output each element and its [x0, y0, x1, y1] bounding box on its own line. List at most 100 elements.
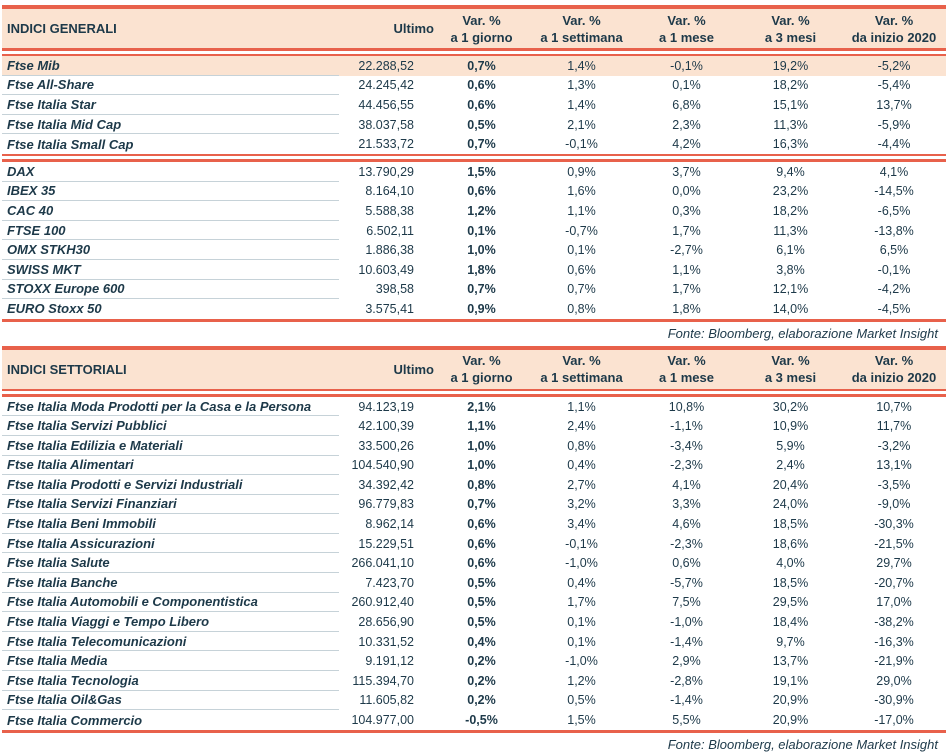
source-note: Fonte: Bloomberg, elaborazione Market In… [667, 325, 938, 341]
col-header-line: Var. % [562, 353, 601, 369]
col-header-line: da inizio 2020 [851, 29, 937, 45]
sector-indices-table: INDICI SETTORIALI Ultimo Var. % a 1 gior… [2, 345, 946, 753]
col-header-line: a 1 mese [659, 29, 714, 45]
var-ytd-value: 13,7% [876, 97, 912, 112]
var-1d-value: 0,9% [467, 301, 496, 316]
var-1w-value: 0,8% [567, 438, 596, 453]
var-3m-value: 13,7% [772, 654, 809, 669]
var-3m-value: 14,0% [772, 301, 809, 316]
index-name: Ftse Mib [2, 56, 339, 76]
var-3m-value: 20,9% [772, 693, 809, 708]
col-header-var-ytd: Var. % da inizio 2020 [842, 12, 946, 46]
var-1m-value: -1,1% [670, 419, 703, 434]
var-1w-value: 0,8% [567, 301, 596, 316]
index-name: FTSE 100 [2, 221, 339, 241]
col-header-line: a 1 settimana [540, 29, 623, 45]
var-ytd-value: -30,9% [874, 693, 914, 708]
var-1d-value: 1,0% [467, 438, 496, 453]
var-3m-value: 29,5% [772, 595, 809, 610]
var-1d-value: 0,7% [467, 58, 496, 73]
var-1w-value: 0,1% [567, 243, 596, 258]
var-ytd-value: -16,3% [874, 634, 914, 649]
var-ytd-value: -4,4% [877, 137, 911, 152]
index-name: SWISS MKT [2, 260, 339, 280]
index-name: Ftse Italia Servizi Finanziari [2, 495, 339, 515]
var-3m-value: 20,9% [772, 713, 809, 728]
var-1w-value: -1,0% [565, 556, 598, 571]
var-1d-value: 0,7% [467, 137, 496, 152]
ultimo-value: 266.041,10 [351, 556, 414, 571]
var-1d-value: 0,2% [467, 693, 496, 708]
var-ytd-value: -3,5% [877, 477, 911, 492]
var-1d-value: 0,7% [467, 497, 496, 512]
var-1w-value: -0,7% [565, 223, 598, 238]
index-name: Ftse Italia Small Cap [7, 136, 134, 152]
ultimo-value: 33.500,26 [358, 438, 414, 453]
var-1d-value: 1,8% [467, 262, 496, 277]
col-header-line: a 1 giorno [450, 370, 513, 386]
var-1d-value: 0,5% [467, 615, 496, 630]
ultimo-value: 260.912,40 [351, 595, 414, 610]
var-1d-value: 0,8% [467, 477, 496, 492]
group-divider-rule [2, 153, 946, 162]
var-1m-value: 1,1% [672, 262, 701, 277]
col-header-line: Var. % [462, 12, 501, 28]
var-1m-value: 0,1% [672, 78, 701, 93]
table-title: INDICI SETTORIALI [7, 361, 127, 377]
var-3m-value: 18,6% [772, 536, 809, 551]
var-3m-value: 11,3% [773, 117, 808, 132]
index-name: Ftse Italia Automobili e Componentistica [2, 593, 339, 613]
var-1d-value: 0,6% [467, 97, 496, 112]
var-ytd-value: -5,2% [877, 58, 911, 73]
var-1d-value: 1,0% [467, 243, 496, 258]
var-1w-value: -1,0% [565, 654, 598, 669]
var-1w-value: 0,5% [567, 693, 596, 708]
col-header-line: a 1 settimana [540, 370, 623, 386]
var-3m-value: 15,1% [772, 97, 809, 112]
var-1m-value: -2,3% [670, 458, 703, 473]
var-1w-value: 0,1% [567, 634, 596, 649]
index-row: Ftse Italia Banche 7.423,70 0,5% 0,4% -5,7% 1… [2, 573, 946, 593]
ultimo-value: 7.423,70 [365, 575, 414, 590]
ultimo-value: 115.394,70 [352, 673, 414, 688]
var-ytd-value: 29,7% [876, 556, 912, 571]
var-3m-value: 16,3% [772, 137, 809, 152]
var-1m-value: -5,7% [670, 575, 703, 590]
col-header-line: a 1 giorno [450, 29, 513, 45]
ultimo-value: 9.191,12 [365, 654, 414, 669]
table-bottom-rule [2, 729, 946, 733]
var-1m-value: 4,1% [672, 477, 701, 492]
header-divider-rule [2, 48, 946, 56]
index-name: EURO Stoxx 50 [7, 301, 102, 317]
var-ytd-value: 13,1% [876, 458, 912, 473]
col-header-var-1m: Var. % a 1 mese [634, 352, 739, 386]
var-ytd-value: -38,2% [874, 615, 914, 630]
var-1m-value: 4,2% [672, 137, 701, 152]
var-ytd-value: -5,4% [877, 78, 911, 93]
var-1m-value: 0,6% [672, 556, 701, 571]
col-header-var-3m: Var. % a 3 mesi [739, 12, 842, 46]
index-name: Ftse Italia Star [2, 95, 339, 115]
index-name: DAX [2, 162, 339, 182]
ultimo-value: 24.245,42 [358, 78, 414, 93]
var-1m-value: 7,5% [672, 595, 701, 610]
var-ytd-value: -20,7% [874, 575, 914, 590]
index-row: Ftse Italia Small Cap 21.533,72 0,7% -0,1% 4… [2, 134, 946, 154]
var-ytd-value: -9,0% [877, 497, 911, 512]
ultimo-value: 104.977,00 [351, 713, 414, 728]
var-1d-value: 0,4% [467, 634, 496, 649]
var-3m-value: 9,7% [776, 634, 805, 649]
var-1m-value: -1,0% [670, 615, 703, 630]
var-1w-value: 1,6% [567, 184, 596, 199]
col-header-var-ytd: Var. % da inizio 2020 [842, 352, 946, 386]
ultimo-value: 21.533,72 [358, 137, 414, 152]
col-header-line: da inizio 2020 [851, 370, 937, 386]
ultimo-value: 3.575,41 [365, 301, 414, 316]
index-name: OMX STKH30 [2, 240, 339, 260]
ultimo-value: 8.962,14 [365, 517, 414, 532]
var-1w-value: 2,4% [567, 419, 596, 434]
var-1d-value: 0,6% [467, 78, 496, 93]
source-note: Fonte: Bloomberg, elaborazione Market In… [667, 736, 938, 752]
var-1w-value: 3,4% [567, 517, 596, 532]
